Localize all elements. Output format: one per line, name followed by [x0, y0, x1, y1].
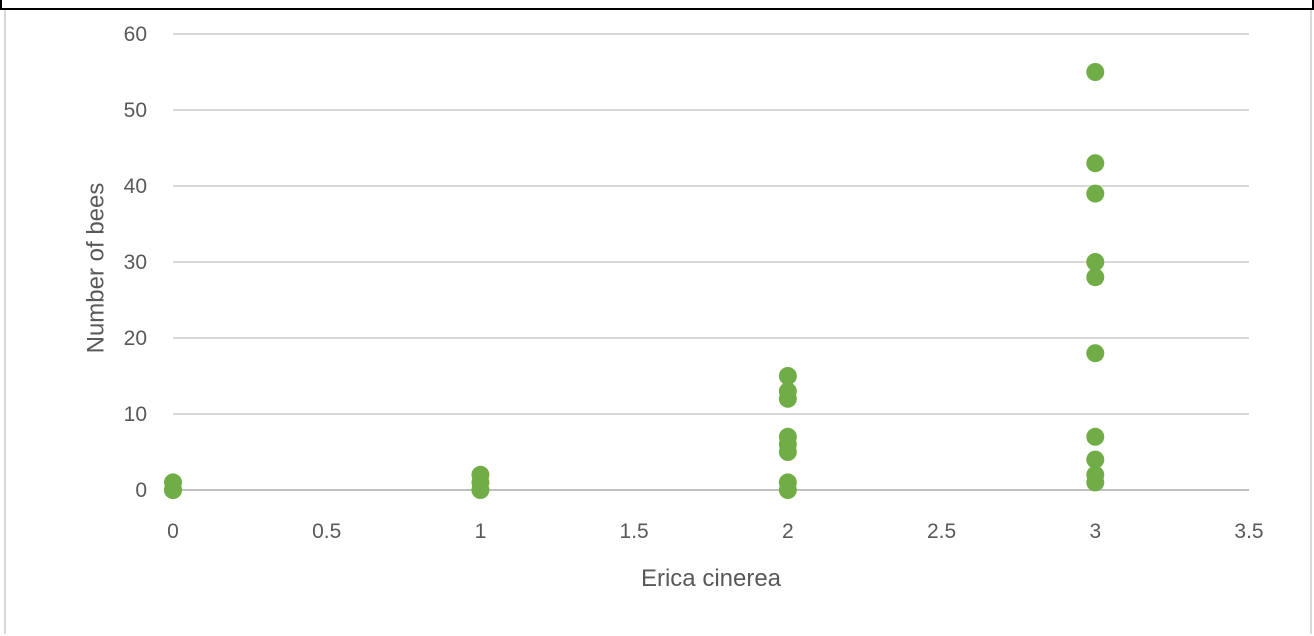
- x-tick-label: 0: [167, 520, 179, 543]
- data-point: [1086, 253, 1105, 271]
- data-point: [471, 465, 490, 484]
- chart-panel: [4, 10, 1312, 634]
- x-axis-title: Erica cinerea: [641, 565, 782, 592]
- x-tick-label: 1: [475, 520, 487, 543]
- y-axis-title: Number of bees: [82, 183, 109, 354]
- data-points: [164, 63, 1105, 499]
- y-tick-label: 60: [124, 23, 147, 46]
- y-tick-label: 30: [124, 251, 147, 274]
- x-tick-label: 2.5: [927, 520, 956, 543]
- y-axis-ticks: 0 10 20 30 40 50 60: [124, 23, 147, 502]
- top-frame-border: [0, 0, 1314, 10]
- x-tick-label: 2: [782, 520, 794, 543]
- data-point: [164, 473, 182, 492]
- x-axis-ticks: 0 0.5 1 1.5 2 2.5 3 3.5: [167, 520, 1263, 543]
- y-tick-label: 10: [124, 403, 147, 426]
- data-point: [1086, 427, 1105, 446]
- x-tick-label: 3.5: [1234, 520, 1263, 543]
- y-tick-label: 50: [124, 99, 147, 122]
- data-point: [1086, 154, 1105, 173]
- y-tick-label: 40: [124, 175, 147, 198]
- data-point: [1086, 344, 1105, 363]
- x-tick-label: 1.5: [620, 520, 649, 543]
- data-point: [778, 473, 797, 492]
- y-tick-label: 20: [124, 327, 147, 350]
- data-point: [778, 427, 797, 446]
- x-tick-label: 0.5: [312, 520, 341, 543]
- data-point: [1086, 450, 1105, 469]
- y-tick-label: 0: [135, 479, 147, 502]
- data-point: [1086, 63, 1105, 81]
- data-point: [778, 367, 797, 385]
- x-tick-label: 3: [1089, 520, 1101, 543]
- data-point: [1086, 465, 1105, 484]
- gridlines: [173, 33, 1249, 415]
- data-point: [1086, 184, 1105, 203]
- data-point: [1086, 268, 1105, 287]
- data-point: [778, 382, 797, 401]
